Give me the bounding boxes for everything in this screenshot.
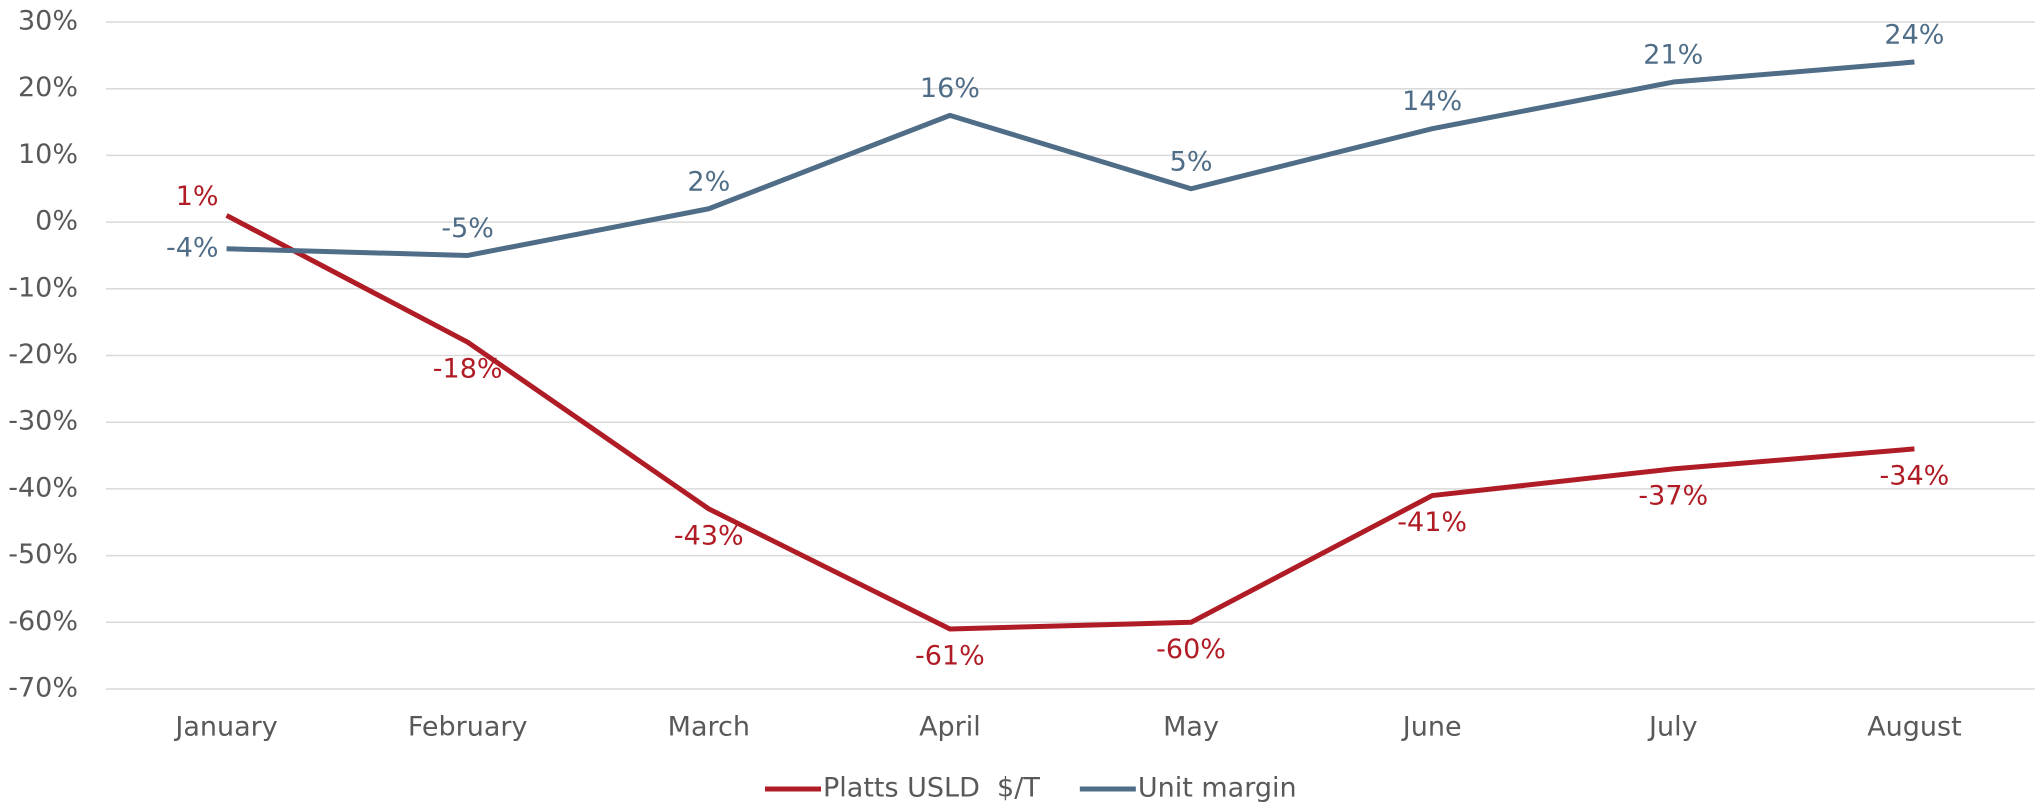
y-tick-label: -60%: [8, 606, 78, 637]
data-label: 1%: [176, 181, 219, 212]
x-tick-label: March: [668, 712, 750, 743]
y-tick-label: -10%: [8, 272, 78, 303]
y-tick-label: -40%: [8, 472, 78, 503]
data-label: 16%: [920, 73, 980, 104]
legend-label: Unit margin: [1138, 773, 1297, 804]
data-label: -5%: [441, 213, 494, 244]
legend-label: Platts USLD $/T: [823, 773, 1040, 804]
x-tick-label: May: [1163, 712, 1219, 743]
data-label: 14%: [1402, 86, 1462, 117]
y-tick-label: -70%: [8, 673, 78, 704]
data-label: 2%: [687, 166, 730, 197]
y-tick-label: 20%: [18, 72, 78, 103]
x-tick-label: August: [1867, 712, 1962, 743]
x-tick-label: January: [173, 712, 277, 743]
data-label: -61%: [915, 640, 985, 671]
x-tick-label: February: [408, 712, 528, 743]
data-label: -34%: [1880, 460, 1950, 491]
data-label: 21%: [1643, 40, 1703, 71]
data-label: -43%: [674, 520, 744, 551]
y-tick-label: 30%: [18, 6, 78, 37]
series-line: [225, 213, 1915, 632]
x-tick-label: June: [1401, 712, 1462, 743]
data-label: -4%: [166, 232, 219, 263]
data-label: 5%: [1170, 146, 1213, 177]
y-tick-label: -50%: [8, 539, 78, 570]
y-tick-label: -30%: [8, 406, 78, 437]
data-label: 24%: [1884, 20, 1944, 51]
x-tick-label: July: [1647, 712, 1698, 743]
data-label: -37%: [1638, 480, 1708, 511]
data-label: -41%: [1397, 507, 1467, 538]
y-tick-label: 0%: [35, 206, 78, 237]
data-label: -18%: [433, 354, 503, 385]
y-tick-label: -20%: [8, 339, 78, 370]
x-tick-label: April: [919, 712, 981, 743]
y-tick-label: 10%: [18, 139, 78, 170]
data-label: -60%: [1156, 634, 1226, 665]
series-line: [226, 59, 1915, 258]
